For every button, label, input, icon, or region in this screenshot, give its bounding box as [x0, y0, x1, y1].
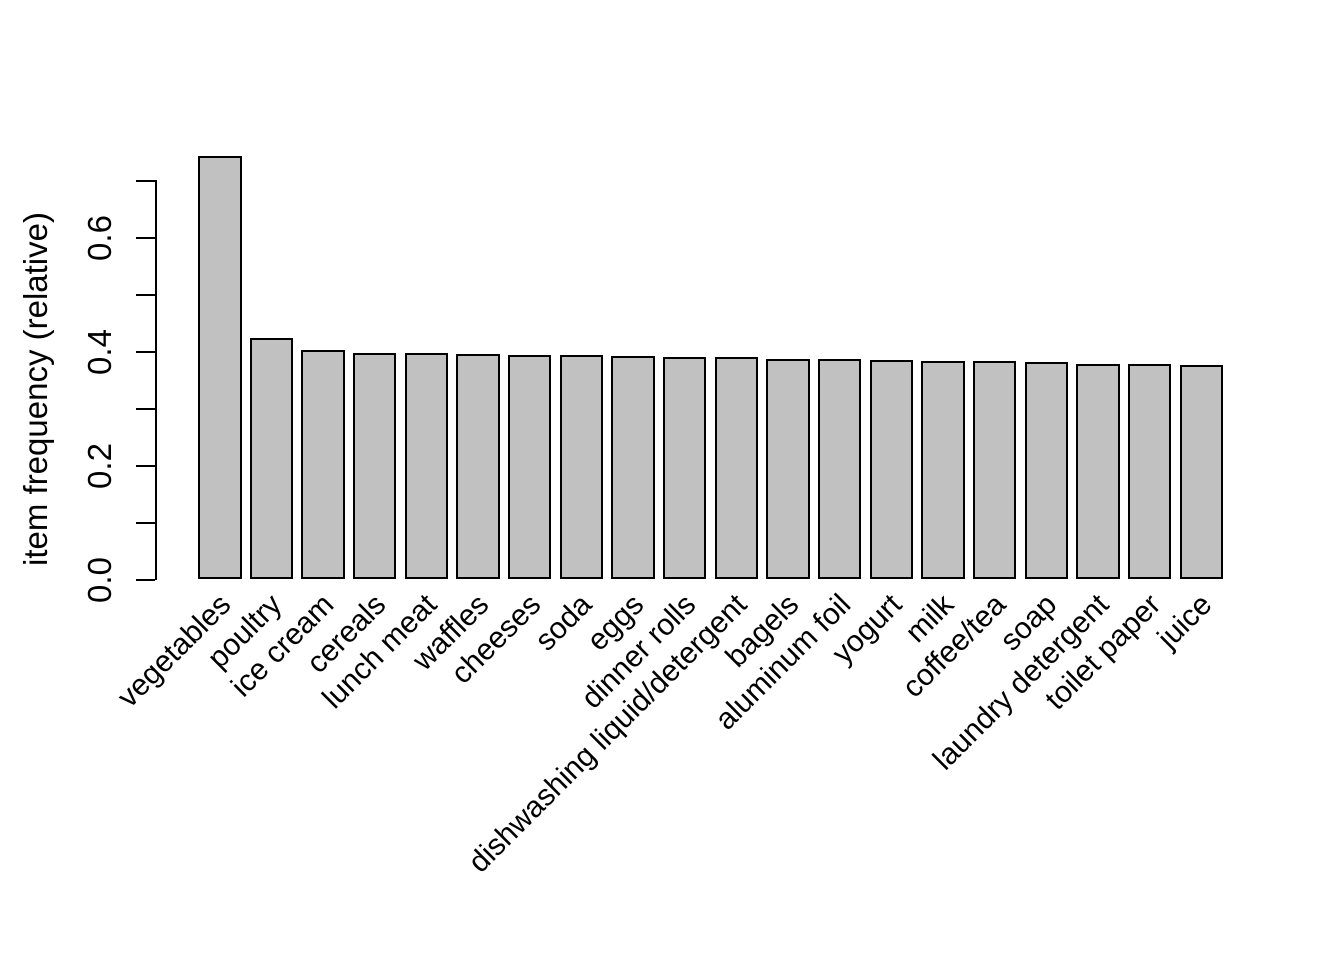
bar — [301, 350, 345, 580]
bar — [1076, 363, 1120, 580]
y-tick-label: 0.0 — [81, 556, 118, 603]
bar — [611, 355, 655, 580]
bar — [404, 352, 449, 580]
y-axis-tick — [136, 464, 155, 467]
bar — [1024, 361, 1069, 580]
bar — [714, 357, 759, 580]
bar — [456, 353, 500, 580]
bar — [869, 359, 914, 580]
bar — [249, 337, 294, 580]
bar — [766, 359, 810, 580]
bar — [972, 361, 1017, 580]
y-axis-tick — [136, 294, 155, 297]
bar — [662, 356, 707, 580]
y-axis-tick — [136, 521, 155, 524]
bar — [559, 355, 604, 580]
bar — [352, 352, 397, 580]
bar — [817, 359, 862, 580]
bar — [1179, 364, 1224, 580]
y-axis-title: item frequency (relative) — [17, 212, 54, 566]
y-axis-tick — [136, 237, 155, 240]
y-tick-label: 0.4 — [81, 329, 118, 375]
y-axis-tick — [136, 180, 155, 183]
y-axis-tick — [136, 351, 155, 354]
bar — [921, 361, 965, 580]
bar — [507, 355, 552, 580]
y-tick-label: 0.6 — [81, 215, 118, 262]
y-axis-tick — [136, 578, 155, 581]
y-tick-label: 0.2 — [81, 442, 118, 489]
bar — [1127, 363, 1172, 580]
y-axis-tick — [136, 407, 155, 410]
bar — [198, 156, 242, 580]
y-axis-line — [155, 180, 157, 581]
